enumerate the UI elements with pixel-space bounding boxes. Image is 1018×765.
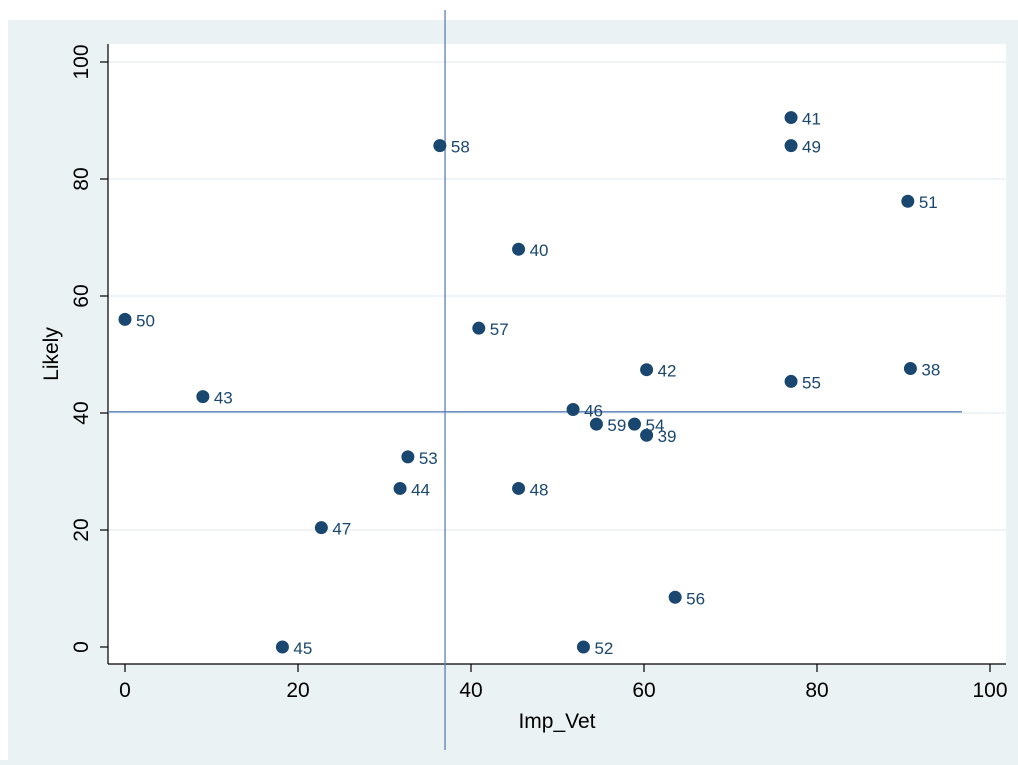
point-57 [472, 321, 486, 335]
point-53 [401, 450, 415, 464]
x-axis-title: Imp_Vet [518, 710, 595, 733]
point-44 [393, 481, 407, 495]
point-43 [196, 390, 210, 404]
x-tick-label-20: 20 [286, 679, 309, 702]
point-label-47: 47 [332, 520, 351, 539]
plot-region [108, 44, 1006, 664]
point-59 [589, 417, 603, 431]
point-50 [118, 312, 132, 326]
x-tick-label-100: 100 [972, 679, 1007, 702]
point-label-42: 42 [658, 362, 677, 381]
y-tick-label-20: 20 [70, 518, 93, 541]
point-48 [512, 481, 526, 495]
point-51 [901, 194, 915, 208]
point-label-43: 43 [214, 389, 233, 408]
point-label-59: 59 [607, 416, 626, 435]
point-label-51: 51 [919, 193, 938, 212]
y-tick-label-100: 100 [70, 44, 93, 79]
point-46 [566, 402, 580, 416]
point-47 [314, 521, 328, 535]
point-label-53: 53 [419, 449, 438, 468]
point-label-52: 52 [594, 639, 613, 658]
point-39 [640, 428, 654, 442]
point-label-54: 54 [645, 416, 664, 435]
point-label-48: 48 [530, 480, 549, 499]
point-label-44: 44 [411, 480, 430, 499]
point-label-39: 39 [658, 427, 677, 446]
point-55 [784, 374, 798, 388]
point-label-55: 55 [802, 373, 821, 392]
point-label-40: 40 [530, 241, 549, 260]
x-tick-label-0: 0 [119, 679, 131, 702]
point-label-46: 46 [584, 401, 603, 420]
point-54 [627, 417, 641, 431]
point-label-57: 57 [490, 320, 509, 339]
point-41 [784, 111, 798, 125]
y-tick-label-80: 80 [70, 167, 93, 190]
point-label-50: 50 [136, 311, 155, 330]
y-tick-label-0: 0 [70, 641, 93, 653]
x-tick-label-80: 80 [805, 679, 828, 702]
point-label-58: 58 [451, 138, 470, 157]
y-tick-label-60: 60 [70, 284, 93, 307]
x-tick-label-60: 60 [632, 679, 655, 702]
y-tick-label-40: 40 [70, 401, 93, 424]
point-49 [784, 139, 798, 153]
point-42 [640, 363, 654, 377]
point-40 [512, 242, 526, 256]
point-label-45: 45 [293, 639, 312, 658]
point-label-41: 41 [802, 110, 821, 129]
y-axis-title: Likely [40, 327, 63, 381]
point-label-38: 38 [921, 361, 940, 380]
point-52 [576, 640, 590, 654]
x-tick-label-40: 40 [459, 679, 482, 702]
point-label-56: 56 [686, 589, 705, 608]
point-56 [668, 590, 682, 604]
point-58 [433, 139, 447, 153]
point-38 [903, 362, 917, 376]
point-45 [275, 640, 289, 654]
point-label-49: 49 [802, 138, 821, 157]
